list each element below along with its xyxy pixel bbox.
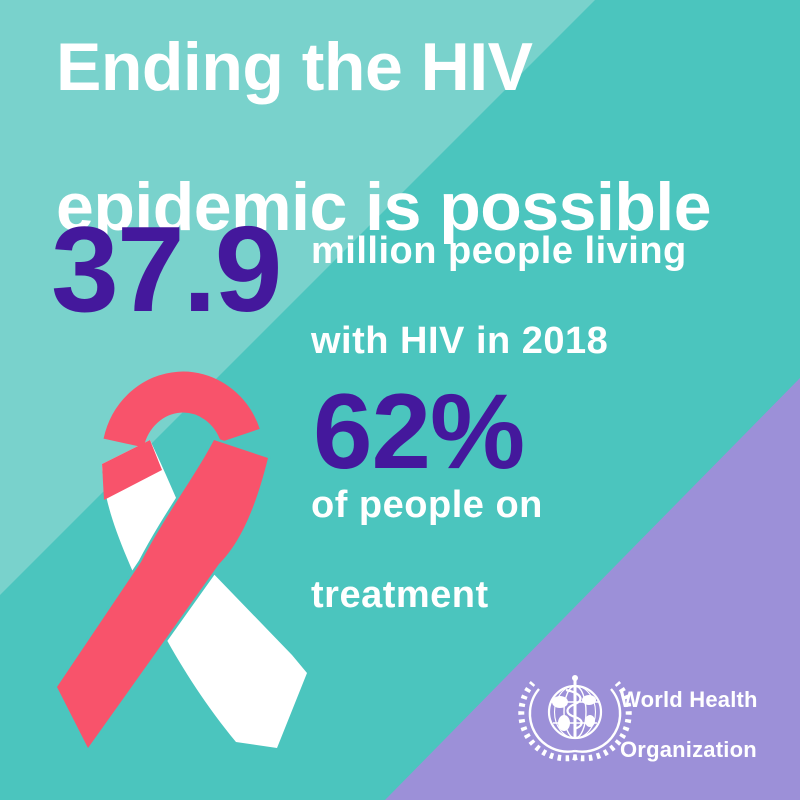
who-wordmark-line2: Organization <box>620 737 757 762</box>
stat-people-living-label-line2: with HIV in 2018 <box>311 320 609 362</box>
red-awareness-ribbon-icon <box>54 371 307 753</box>
headline-line2: epidemic is possible <box>56 169 712 245</box>
headline: Ending the HIV epidemic is possible <box>56 29 712 245</box>
emblem-staff-knob <box>572 675 578 681</box>
background-purple-corner <box>385 378 800 800</box>
ribbon-left-strand-red-top <box>102 440 162 500</box>
stat-people-living-value: 37.9 <box>51 201 282 337</box>
emblem-landmass <box>558 715 570 731</box>
ribbon-left-strand-white <box>102 440 307 748</box>
who-wordmark: World Health Organization <box>620 687 758 762</box>
stat-people-living-label-line1: million people living <box>311 230 687 272</box>
stat-treatment-label-line1: of people on <box>311 484 543 526</box>
emblem-landmass <box>585 715 595 727</box>
emblem-landmass <box>552 696 568 708</box>
ribbon-top-loop <box>103 371 260 449</box>
headline-line1: Ending the HIV <box>56 29 533 105</box>
ribbon-right-strand-red <box>54 436 271 753</box>
emblem-serpent <box>565 688 583 731</box>
stat-treatment-label-line2: treatment <box>311 574 489 616</box>
stat-treatment-label: of people on treatment <box>311 483 543 618</box>
stat-treatment-value: 62% <box>313 371 525 491</box>
emblem-landmass <box>582 695 596 705</box>
who-emblem-icon <box>518 675 632 762</box>
stat-people-living-label: million people living with HIV in 2018 <box>311 229 687 364</box>
who-wordmark-line1: World Health <box>620 687 758 712</box>
